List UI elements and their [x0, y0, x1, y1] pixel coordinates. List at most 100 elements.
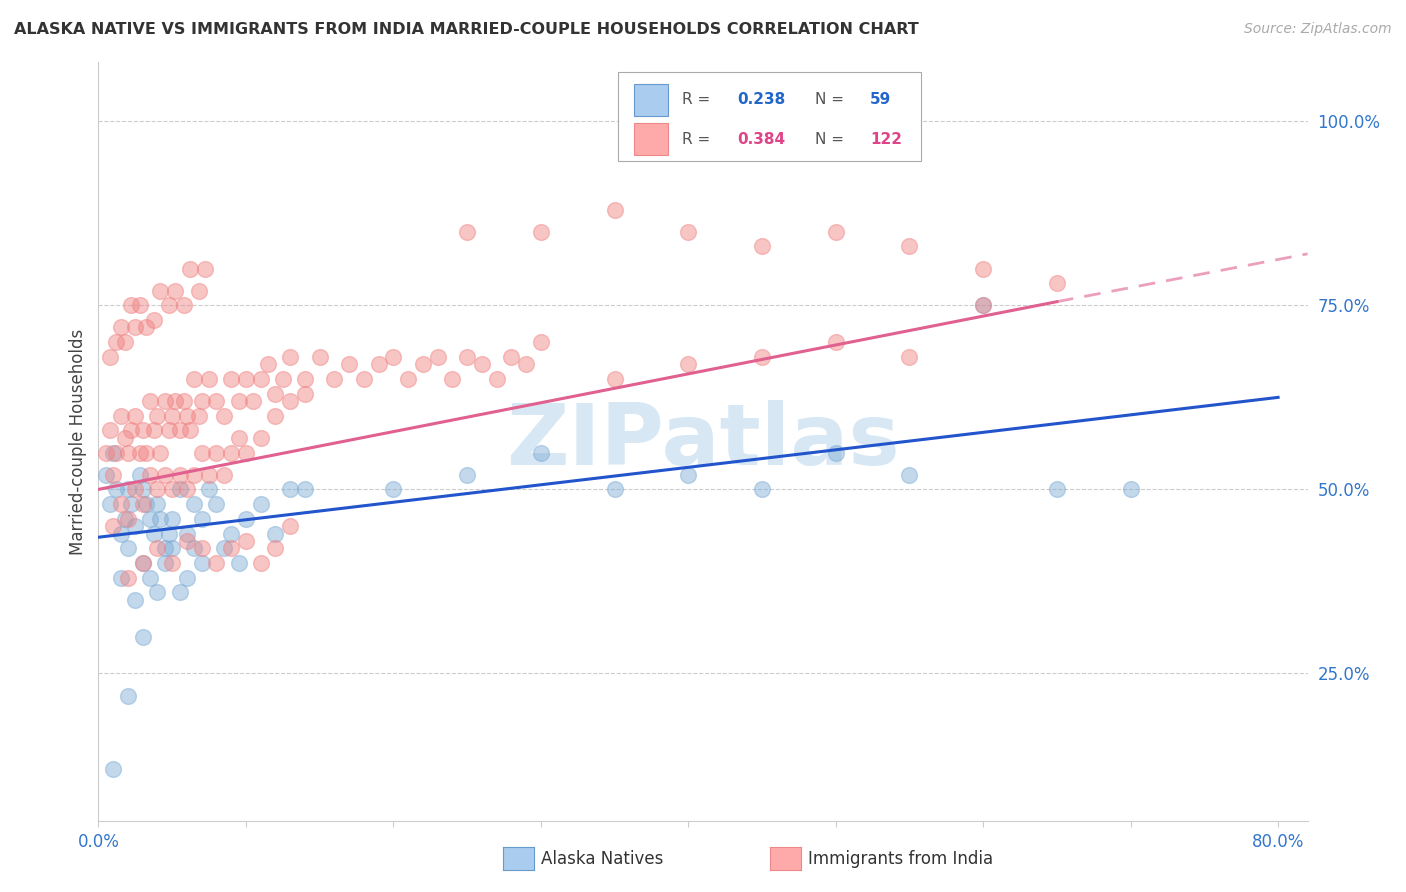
Point [176, 571, 198, 585]
Point [257, 357, 280, 371]
Bar [634, 123, 668, 155]
Point [124, 320, 146, 334]
Point [228, 394, 250, 409]
Point [160, 483, 183, 497]
Point [176, 483, 198, 497]
Point [169, 424, 191, 438]
Point [98, 350, 121, 364]
Point [678, 357, 700, 371]
Point [110, 320, 132, 334]
Y-axis label: Married-couple Households: Married-couple Households [69, 328, 87, 555]
Point [101, 445, 124, 459]
Point [190, 512, 212, 526]
Point [235, 512, 257, 526]
Point [194, 261, 217, 276]
Text: Source: ZipAtlas.com: Source: ZipAtlas.com [1244, 22, 1392, 37]
Point [160, 541, 183, 556]
Point [124, 592, 146, 607]
Point [160, 512, 183, 526]
Point [146, 409, 169, 423]
Point [146, 497, 169, 511]
Point [278, 519, 301, 533]
Point [160, 556, 183, 570]
Point [120, 497, 142, 511]
Point [205, 556, 228, 570]
Text: R =: R = [682, 132, 716, 146]
Point [128, 298, 150, 312]
Point [179, 261, 201, 276]
Point [264, 386, 287, 401]
Point [135, 445, 157, 459]
Point [198, 467, 221, 482]
Point [1046, 483, 1069, 497]
Point [396, 372, 419, 386]
Point [153, 394, 176, 409]
Point [153, 556, 176, 570]
Point [153, 467, 176, 482]
Point [110, 497, 132, 511]
Text: ALASKA NATIVE VS IMMIGRANTS FROM INDIA MARRIED-COUPLE HOUSEHOLDS CORRELATION CHA: ALASKA NATIVE VS IMMIGRANTS FROM INDIA M… [14, 22, 918, 37]
Point [187, 284, 209, 298]
Point [294, 483, 316, 497]
Point [485, 372, 508, 386]
Point [264, 541, 287, 556]
Point [751, 483, 773, 497]
Point [157, 298, 180, 312]
Point [149, 445, 172, 459]
Point [183, 541, 205, 556]
Point [824, 335, 846, 350]
Point [278, 394, 301, 409]
Point [530, 225, 553, 239]
Point [124, 409, 146, 423]
Point [205, 497, 228, 511]
Point [219, 526, 242, 541]
Point [146, 585, 169, 599]
Point [143, 424, 166, 438]
Point [101, 519, 124, 533]
Point [972, 298, 994, 312]
Point [114, 512, 136, 526]
Point [135, 320, 157, 334]
Point [228, 556, 250, 570]
Point [198, 483, 221, 497]
Point [382, 350, 405, 364]
Point [456, 350, 478, 364]
Point [110, 526, 132, 541]
Point [105, 335, 128, 350]
Point [169, 467, 191, 482]
Point [187, 409, 209, 423]
Point [530, 335, 553, 350]
Point [235, 372, 257, 386]
Point [98, 497, 121, 511]
Point [183, 497, 205, 511]
Point [678, 225, 700, 239]
Text: ZIPatlas: ZIPatlas [506, 400, 900, 483]
Point [105, 483, 128, 497]
Point [124, 483, 146, 497]
Point [249, 497, 271, 511]
Point [898, 239, 921, 253]
Point [146, 483, 169, 497]
Point [212, 409, 235, 423]
Point [294, 386, 316, 401]
Point [824, 445, 846, 459]
Point [149, 512, 172, 526]
Point [131, 483, 153, 497]
Point [898, 467, 921, 482]
Point [105, 445, 128, 459]
Point [165, 394, 187, 409]
Point [353, 372, 375, 386]
Point [117, 689, 139, 703]
Point [114, 335, 136, 350]
Point [337, 357, 360, 371]
Point [131, 497, 153, 511]
Point [219, 372, 242, 386]
Point [169, 585, 191, 599]
Point [143, 526, 166, 541]
Text: R =: R = [682, 93, 716, 107]
Point [308, 350, 330, 364]
Point [160, 409, 183, 423]
Point [120, 298, 142, 312]
Point [972, 261, 994, 276]
Point [117, 571, 139, 585]
